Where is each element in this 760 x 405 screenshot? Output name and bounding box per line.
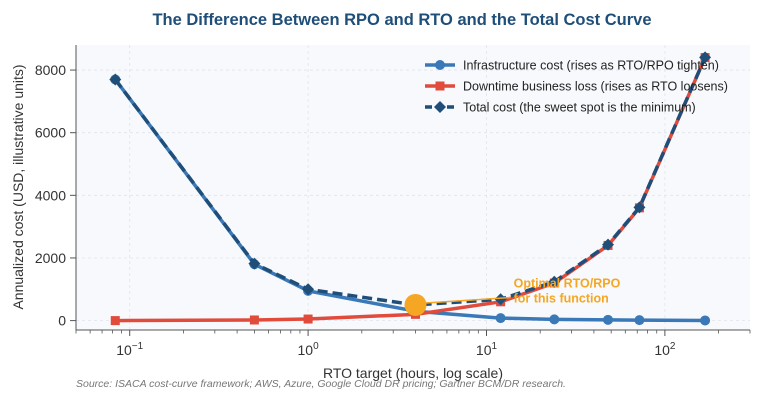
optimal-point-marker [404, 293, 427, 316]
plot-area [76, 45, 750, 330]
annotation-label: for this function [514, 292, 609, 306]
infrastructure-cost-point [603, 314, 614, 325]
chart-title: The Difference Between RPO and RTO and t… [152, 11, 651, 29]
legend-swatch-marker [435, 81, 445, 91]
infrastructure-cost-point [634, 315, 645, 326]
legend-item-infrastructure-cost: Infrastructure cost (rises as RTO/RPO ti… [425, 59, 719, 73]
total-cost-point [548, 275, 561, 288]
legend: Infrastructure cost (rises as RTO/RPO ti… [425, 59, 728, 115]
legend-item-total-cost: Total cost (the sweet spot is the minimu… [425, 101, 696, 115]
total-cost-point [494, 293, 507, 306]
infrastructure-cost-point [495, 313, 506, 324]
axes: 10−1 100 101 102 0 2000 4000 6000 8000 [35, 45, 751, 358]
x-tick-label: 102 [654, 341, 676, 358]
total-cost-point [302, 283, 315, 296]
annotation-arrow [425, 296, 511, 304]
legend-swatch-marker [434, 101, 446, 113]
annotation-label: Optimal RTO/RPO [514, 277, 621, 291]
total-cost-point [248, 257, 261, 270]
downtime-loss-point [249, 315, 259, 325]
legend-label: Total cost (the sweet spot is the minimu… [463, 101, 696, 115]
y-axis-label: Annualized cost (USD, illustrative units… [10, 64, 26, 309]
grid [76, 45, 750, 330]
downtime-loss-point [110, 316, 120, 326]
x-axis-label: RTO target (hours, log scale) [323, 365, 503, 381]
infrastructure-cost-point [549, 314, 560, 325]
y-tick-label: 6000 [35, 125, 66, 141]
legend-item-downtime-loss: Downtime business loss (rises as RTO loo… [425, 80, 728, 94]
y-tick-label: 0 [58, 313, 66, 329]
downtime-loss-point [303, 314, 313, 324]
infrastructure-cost-point [700, 315, 711, 326]
legend-label: Infrastructure cost (rises as RTO/RPO ti… [463, 59, 719, 73]
y-tick-label: 4000 [35, 187, 66, 203]
total-cost-point [602, 238, 615, 251]
y-tick-label: 2000 [35, 250, 66, 266]
x-tick-label: 100 [298, 341, 320, 358]
series-layer [109, 51, 712, 326]
total-cost-point [633, 201, 646, 214]
x-tick-label: 10−1 [116, 341, 143, 358]
source-note: Source: ISACA cost-curve framework; AWS,… [76, 378, 566, 390]
legend-label: Downtime business loss (rises as RTO loo… [463, 80, 728, 94]
legend-swatch-marker [435, 60, 445, 70]
total-cost-point [699, 51, 712, 64]
y-tick-label: 8000 [35, 62, 66, 78]
total-cost-point [109, 73, 122, 86]
x-tick-label: 101 [476, 341, 498, 358]
